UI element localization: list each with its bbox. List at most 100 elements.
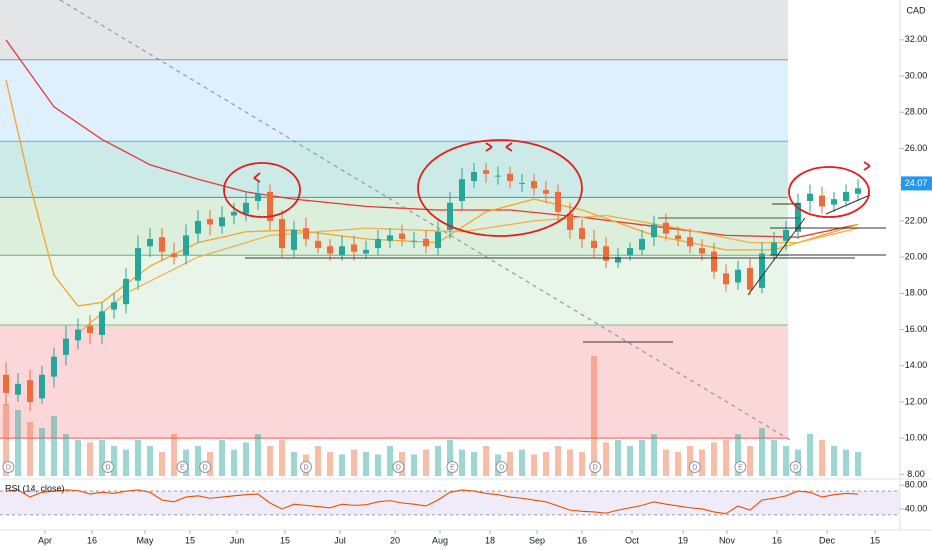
volume-bar [447,440,453,476]
candle-body [315,240,321,249]
candle-body [687,237,693,247]
volume-bar [603,442,609,476]
volume-bar [459,449,465,476]
event-label: E [180,464,185,471]
volume-bar [519,449,525,476]
candle-body [267,191,273,221]
candle-body [795,202,801,232]
candle-body [123,278,129,305]
wedge-line [747,217,806,296]
volume-bar [75,440,81,476]
candle-body [375,239,381,249]
volume-bar [51,416,57,476]
candle-body [39,374,45,399]
volume-bar [255,434,261,476]
fib-band [0,141,788,198]
candle-body [75,329,81,341]
candle-body [147,239,153,247]
candle-body [675,235,681,239]
x-tick-label: 20 [390,535,400,545]
event-marker [199,461,212,473]
candle-body [747,267,753,290]
volume-bar [483,446,489,476]
candle-body [771,242,777,256]
volume-bar [327,452,333,476]
candle-body [231,211,237,216]
event-marker [589,461,602,473]
trend-line [59,0,791,441]
candle-body [87,325,93,334]
candle-body [411,240,417,242]
volume-bar [351,449,357,476]
candle-body [363,249,369,254]
candle-body [831,199,837,205]
candle-body [543,190,549,194]
y-tick-label: 28.00 [905,107,928,117]
arrow [253,172,261,183]
x-tick-label: 15 [870,535,880,545]
event-label: D [203,464,208,471]
candle-body [111,302,117,310]
event-label: D [793,464,798,471]
volume-bar [195,446,201,476]
event-label: E [450,464,455,471]
x-tick-label: Oct [625,535,640,545]
x-tick-label: Jul [334,535,346,545]
highlight-circle [417,139,583,237]
candle-body [855,188,861,194]
candle-body [651,224,657,238]
volume-bar [639,440,645,476]
candle-body [711,251,717,272]
volume-bar [267,446,273,476]
candle-body [615,257,621,263]
x-tick-label: 18 [485,535,495,545]
x-tick-label: 19 [678,535,688,545]
candle-body [759,253,765,288]
event-label: D [6,464,11,471]
volume-bar [111,446,117,476]
candle-body [447,202,453,230]
candle-body [51,356,57,377]
x-tick-label: 16 [87,535,97,545]
rsi-pane: RSI (14, close) [0,483,900,516]
candle-body [327,246,333,254]
volume-bar [531,454,537,476]
x-tick-label: Nov [719,535,736,545]
event-marker [789,461,802,473]
candle-body [423,239,429,247]
volume-bar [291,452,297,476]
volume-bar [567,449,573,476]
volume-bar [15,410,21,476]
volume-bar [759,428,765,476]
y-tick-label: 26.00 [905,143,928,153]
candle-body [843,191,849,201]
volume-bar [135,440,141,476]
candle-body [627,248,633,256]
volume-bar [543,452,549,476]
candle-body [459,179,465,201]
rsi-tick-label: 40.00 [905,503,928,513]
candle-body [567,213,573,230]
candle-body [339,246,345,256]
y-tick-label: 14.00 [905,360,928,370]
candle-body [399,233,405,239]
volume-bar [735,434,741,476]
last-price-label: 24.07 [905,178,928,188]
candle-body [303,228,309,239]
rsi-title: RSI (14, close) [5,483,65,493]
candle-body [291,229,297,250]
volume-bar [663,449,669,476]
last-price-tag [901,176,932,191]
candle-body [27,380,33,402]
volume-bar [147,446,153,476]
volume-bar [771,440,777,476]
volume-bar [87,442,93,476]
candle-body [663,222,669,234]
candle-body [207,219,213,225]
candle-body [3,374,9,393]
fib-band [0,59,788,142]
candle-body [735,269,741,283]
y-tick-label: 22.00 [905,215,928,225]
y-tick-label: 30.00 [905,70,928,80]
